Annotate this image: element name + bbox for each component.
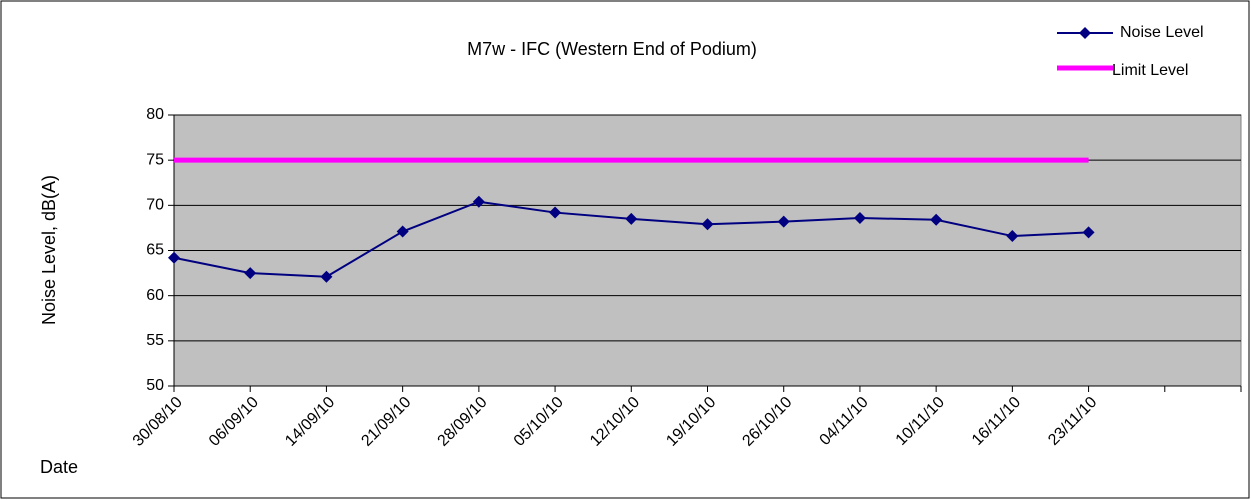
legend-marker	[1079, 27, 1091, 39]
data-point	[549, 206, 562, 219]
data-point	[930, 213, 943, 226]
y-axis-label: Noise Level, dB(A)	[39, 175, 59, 325]
y-tick-label: 75	[146, 151, 164, 168]
data-point	[1006, 230, 1019, 243]
y-tick-label: 60	[146, 287, 164, 304]
legend-label: Noise Level	[1120, 24, 1204, 41]
data-point	[396, 225, 409, 238]
y-tick-label: 70	[146, 197, 164, 214]
legend-label: Limit Level	[1112, 62, 1188, 79]
data-point	[777, 215, 790, 228]
x-axis-label: Date	[40, 457, 78, 477]
y-tick-label: 65	[146, 242, 164, 259]
data-point	[701, 218, 714, 231]
data-point	[320, 270, 333, 283]
data-point	[1082, 226, 1095, 239]
y-tick-label: 55	[146, 332, 164, 349]
data-point	[625, 212, 638, 225]
y-tick-label: 80	[146, 106, 164, 123]
data-point	[853, 211, 866, 224]
chart-title: M7w - IFC (Western End of Podium)	[467, 39, 757, 59]
data-point	[472, 195, 485, 208]
data-point	[168, 251, 180, 264]
data-point	[244, 267, 257, 280]
y-tick-label: 50	[146, 377, 164, 394]
